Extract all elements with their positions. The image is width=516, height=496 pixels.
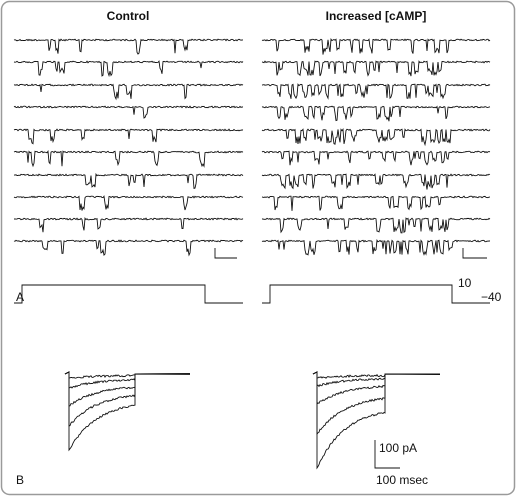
trace [13, 172, 244, 189]
trace [13, 239, 244, 257]
trace [312, 371, 441, 470]
trace [64, 371, 191, 427]
trace [64, 371, 191, 407]
voltage-label: 10 [458, 276, 472, 290]
whole-cell-currents [64, 371, 441, 470]
trace [312, 371, 441, 406]
trace [261, 217, 491, 234]
trace [261, 105, 491, 122]
trace [312, 371, 441, 379]
trace [261, 150, 491, 166]
trace [13, 195, 244, 211]
voltage-step [262, 284, 490, 304]
voltage-step [14, 284, 243, 304]
trace [261, 83, 491, 100]
trace [13, 149, 244, 168]
trace [261, 60, 491, 77]
control-title: Control [107, 9, 150, 23]
single-channel-traces [13, 37, 491, 257]
panel-label: B [16, 473, 24, 487]
trace [261, 128, 491, 147]
trace [13, 38, 244, 55]
scale-bar [214, 248, 237, 259]
scale-bar [462, 248, 487, 259]
voltage-label: −40 [481, 290, 502, 304]
trace [64, 371, 191, 452]
scale-time: 100 msec [376, 473, 428, 487]
panel-label: A [16, 290, 24, 304]
trace [13, 83, 244, 101]
trace [261, 239, 491, 256]
trace [64, 371, 191, 379]
trace [13, 60, 244, 78]
camp-title: Increased [cAMP] [326, 9, 427, 23]
trace [13, 105, 244, 119]
trace [312, 371, 441, 388]
trace [261, 173, 491, 190]
scale-bar [374, 440, 400, 469]
trace [261, 37, 491, 55]
trace [13, 128, 244, 145]
trace [261, 195, 490, 211]
scale-current: 100 pA [379, 441, 417, 455]
trace [14, 216, 244, 233]
trace [64, 371, 191, 389]
trace [312, 371, 441, 436]
